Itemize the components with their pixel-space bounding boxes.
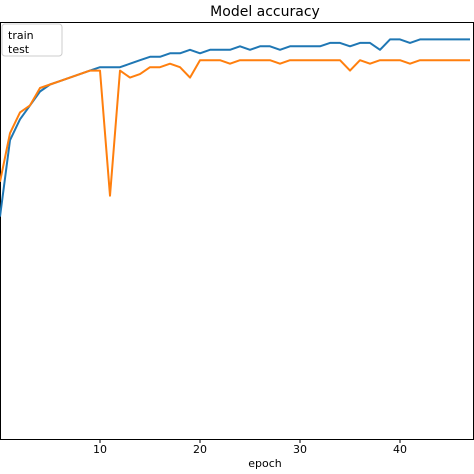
legend-box xyxy=(1,23,63,57)
x-tick-label: 20 xyxy=(193,443,207,456)
x-tick-label: 30 xyxy=(293,443,307,456)
plot-area xyxy=(0,22,474,440)
x-axis-label: epoch xyxy=(248,457,282,470)
series-layer xyxy=(0,38,470,217)
series-line-test xyxy=(0,59,470,197)
chart-title: Model accuracy xyxy=(210,4,320,20)
x-axis: 10 20 30 40 xyxy=(93,439,407,456)
legend-label-train: train xyxy=(8,29,34,42)
series-line-train xyxy=(0,38,470,217)
legend-label-test: test xyxy=(8,43,30,56)
plot-frame xyxy=(0,22,474,440)
x-tick-label: 40 xyxy=(393,443,407,456)
x-tick-label: 10 xyxy=(93,443,107,456)
